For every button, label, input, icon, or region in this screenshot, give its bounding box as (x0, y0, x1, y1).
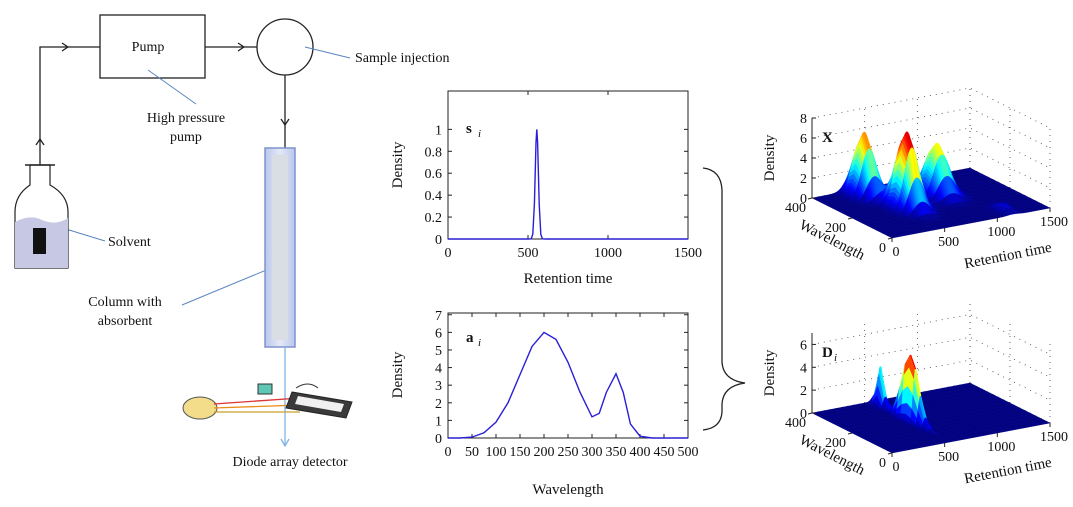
x-tick-label: 300 (582, 445, 603, 460)
y-axis-label: Density (390, 141, 406, 188)
grid-line (812, 314, 1050, 354)
detector-label: Diode array detector (232, 455, 347, 470)
plot-frame (448, 313, 688, 438)
x-tick-label: 1500 (1040, 215, 1068, 230)
lamp (183, 397, 217, 419)
x-tick-label: 100 (486, 445, 507, 460)
x-axis-label: Retention time (963, 240, 1053, 273)
y-tick-label: 400 (785, 201, 806, 216)
x-tick-label: 150 (510, 445, 531, 460)
pump-desc: High pressure (147, 111, 225, 126)
plot-frame (448, 91, 688, 239)
y-tick-label: 6 (435, 326, 442, 341)
z-tick-label: 6 (800, 132, 807, 147)
x-tick-label: 0 (893, 245, 900, 260)
pump-label: Pump (132, 40, 165, 55)
annotation: X (822, 130, 833, 146)
x-tick-label: 0 (445, 445, 452, 460)
x-tick-label: 450 (654, 445, 675, 460)
y-tick-label: 5 (435, 344, 442, 359)
y-tick-label: 0.8 (425, 145, 443, 160)
x-tick-label: 500 (518, 246, 539, 261)
grid-line (812, 108, 1050, 148)
grating (296, 384, 318, 388)
solvent-label: Solvent (108, 235, 151, 250)
grid-line (812, 88, 1050, 128)
x-tick-label: 400 (630, 445, 651, 460)
annotation-subscript: i (478, 128, 481, 140)
y-axis-label: Density (390, 351, 406, 398)
y-tick-label: 0.4 (425, 189, 443, 204)
y-tick (848, 218, 852, 219)
z-tick-label: 4 (800, 152, 807, 167)
column-label: absorbent (98, 314, 153, 329)
z-tick-label: 2 (800, 172, 807, 187)
y-tick-label: 7 (435, 309, 442, 324)
y-tick-label: 0 (435, 233, 442, 248)
x-tick-label: 200 (534, 445, 555, 460)
x-tick-label: 500 (938, 235, 959, 250)
grid-line (812, 337, 1050, 377)
injection-label: Sample injection (355, 51, 449, 66)
y-tick-label: 0.2 (425, 211, 443, 226)
slit (258, 384, 272, 394)
x-tick-label: 1000 (594, 246, 622, 261)
x-tick-label: 250 (558, 445, 579, 460)
y-tick-label: 0 (435, 432, 442, 447)
leader (182, 266, 276, 305)
brace (703, 168, 745, 430)
column-packing (272, 155, 288, 340)
x-axis-label: Retention time (524, 271, 613, 287)
leaders (56, 47, 350, 305)
x-tick-label: 350 (606, 445, 627, 460)
ray (214, 398, 300, 404)
y-tick-label: 1 (435, 414, 442, 429)
solvent-bottle (15, 165, 68, 268)
y-tick-label: 1 (435, 123, 442, 138)
column (265, 148, 295, 347)
annotation: s (466, 121, 472, 137)
z-tick-label: 8 (800, 112, 807, 127)
filter (33, 228, 46, 254)
surface (812, 132, 1050, 238)
x-tick-label: 50 (465, 445, 479, 460)
x-tick-label: 0 (445, 246, 452, 261)
y-tick-label: 2 (435, 397, 442, 412)
y-tick-label: 0 (879, 241, 886, 256)
detector (183, 384, 352, 419)
y-tick-label: 4 (435, 362, 442, 377)
annotation: a (466, 330, 474, 346)
pump-desc: pump (170, 130, 202, 145)
y-tick-label: 0.6 (425, 167, 443, 182)
x-tick-label: 1500 (674, 246, 702, 261)
z-axis-label: Density (762, 134, 778, 181)
y-tick-label: 3 (435, 379, 442, 394)
x-tick-label: 500 (678, 445, 699, 460)
y-tick (888, 238, 892, 239)
y-tick (808, 198, 812, 199)
column-label: Column with (88, 295, 162, 310)
x-axis-label: Wavelength (532, 482, 604, 498)
annotation-subscript: i (478, 337, 481, 349)
surface (812, 355, 1050, 453)
injector (257, 19, 313, 75)
x-tick-label: 1000 (987, 225, 1015, 240)
